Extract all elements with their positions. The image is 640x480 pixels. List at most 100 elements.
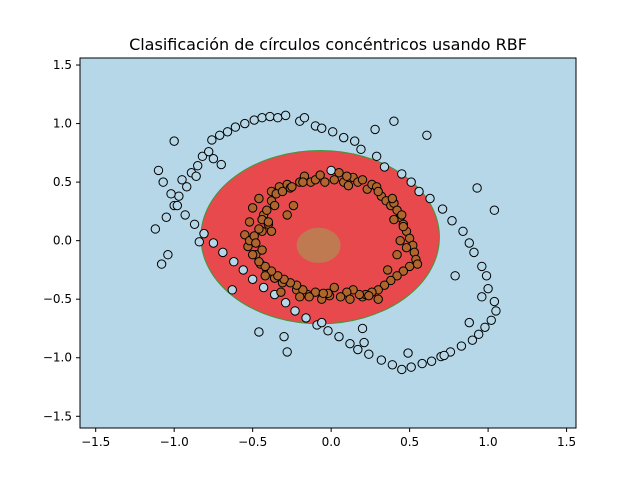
data-point-class-1	[254, 193, 264, 204]
data-point-class-1	[373, 294, 383, 304]
y-tick-label: −1.0	[43, 351, 72, 365]
data-point-class-0	[469, 247, 479, 258]
data-point-class-1	[335, 292, 346, 302]
data-point-class-1	[386, 275, 396, 286]
data-point-class-0	[371, 151, 382, 162]
data-point-class-0	[227, 285, 237, 295]
data-point-class-1	[257, 245, 267, 255]
data-point-class-0	[345, 338, 355, 349]
data-point-class-1	[387, 193, 398, 204]
data-point-class-0	[379, 162, 390, 172]
data-point-class-0	[150, 224, 161, 234]
data-point-class-1	[295, 292, 305, 302]
data-point-class-0	[230, 122, 241, 132]
data-point-class-0	[483, 283, 493, 294]
data-point-class-1	[334, 168, 344, 178]
data-point-class-0	[317, 317, 327, 328]
data-point-class-1	[392, 271, 402, 281]
data-point-class-1	[315, 170, 325, 180]
data-point-class-0	[258, 282, 269, 293]
data-point-class-0	[328, 127, 338, 137]
data-point-class-1	[247, 203, 258, 213]
data-point-class-1	[266, 226, 277, 236]
data-point-class-0	[481, 271, 492, 281]
data-point-class-0	[477, 292, 487, 302]
data-point-class-1	[263, 217, 274, 227]
data-point-class-1	[262, 205, 272, 215]
data-point-class-0	[189, 219, 200, 229]
x-tick-label: 1.0	[479, 435, 498, 449]
data-point-class-0	[174, 191, 184, 201]
data-point-class-1	[395, 235, 405, 246]
data-point-class-0	[425, 193, 435, 204]
data-point-class-1	[382, 265, 393, 275]
data-point-class-0	[222, 127, 233, 137]
data-point-class-1	[404, 261, 415, 272]
y-tick-label: 1.0	[53, 117, 72, 131]
data-point-class-0	[290, 306, 300, 316]
data-point-class-1	[379, 280, 390, 290]
data-point-class-0	[197, 151, 208, 162]
data-point-class-1	[329, 175, 339, 185]
data-point-class-1	[343, 180, 354, 191]
data-point-class-1	[254, 224, 264, 234]
data-point-class-0	[208, 238, 219, 248]
data-point-class-0	[254, 327, 264, 337]
data-point-class-0	[229, 257, 239, 267]
data-point-class-0	[464, 317, 474, 328]
data-point-class-0	[364, 349, 374, 359]
data-point-class-0	[426, 356, 437, 366]
data-point-class-0	[280, 298, 291, 308]
data-point-class-0	[356, 144, 366, 155]
data-point-class-1	[254, 257, 264, 267]
data-point-class-0	[208, 153, 219, 164]
data-point-class-0	[301, 313, 311, 323]
data-point-class-1	[288, 200, 299, 211]
data-point-class-0	[317, 123, 327, 133]
data-point-class-0	[166, 189, 176, 199]
data-point-class-0	[214, 130, 225, 140]
data-point-class-0	[273, 113, 283, 123]
data-point-class-0	[458, 226, 468, 236]
data-point-class-0	[218, 247, 228, 258]
data-point-class-1	[397, 210, 407, 220]
data-point-class-0	[406, 362, 416, 372]
x-tick-label: −1.0	[160, 435, 189, 449]
data-point-class-1	[276, 287, 286, 297]
data-point-class-0	[439, 350, 449, 361]
data-point-class-0	[456, 341, 467, 351]
y-tick-label: 1.5	[53, 58, 72, 72]
data-point-class-0	[161, 212, 172, 222]
data-point-class-0	[177, 175, 187, 185]
data-point-class-0	[169, 136, 179, 146]
data-point-class-0	[403, 348, 413, 358]
data-points	[150, 110, 501, 375]
data-point-class-0	[353, 344, 363, 355]
x-tick-label: −1.5	[81, 435, 110, 449]
data-point-class-1	[412, 259, 423, 269]
data-point-class-1	[277, 186, 288, 197]
data-point-class-0	[389, 116, 399, 126]
data-point-class-0	[216, 159, 226, 170]
y-tick-label: −1.5	[43, 409, 72, 423]
data-point-class-0	[359, 337, 369, 348]
data-point-class-0	[480, 322, 490, 333]
data-point-class-0	[422, 130, 432, 140]
data-point-class-0	[370, 124, 380, 135]
data-point-class-1	[260, 271, 270, 281]
data-point-class-0	[279, 331, 289, 342]
data-point-class-1	[342, 171, 352, 181]
data-point-class-0	[450, 271, 460, 281]
x-axis: −1.5 −1.0 −0.5 0.0 0.5 1.0 1.5	[81, 428, 576, 449]
data-point-class-1	[298, 177, 308, 187]
data-point-class-1	[318, 288, 328, 299]
data-point-class-0	[467, 335, 478, 345]
plot-area	[80, 58, 576, 428]
data-point-class-1	[364, 290, 374, 301]
data-point-class-0	[207, 135, 217, 145]
data-point-class-0	[486, 315, 496, 325]
data-point-class-0	[464, 238, 474, 248]
data-point-class-0	[240, 118, 250, 129]
x-tick-label: 1.5	[557, 435, 576, 449]
